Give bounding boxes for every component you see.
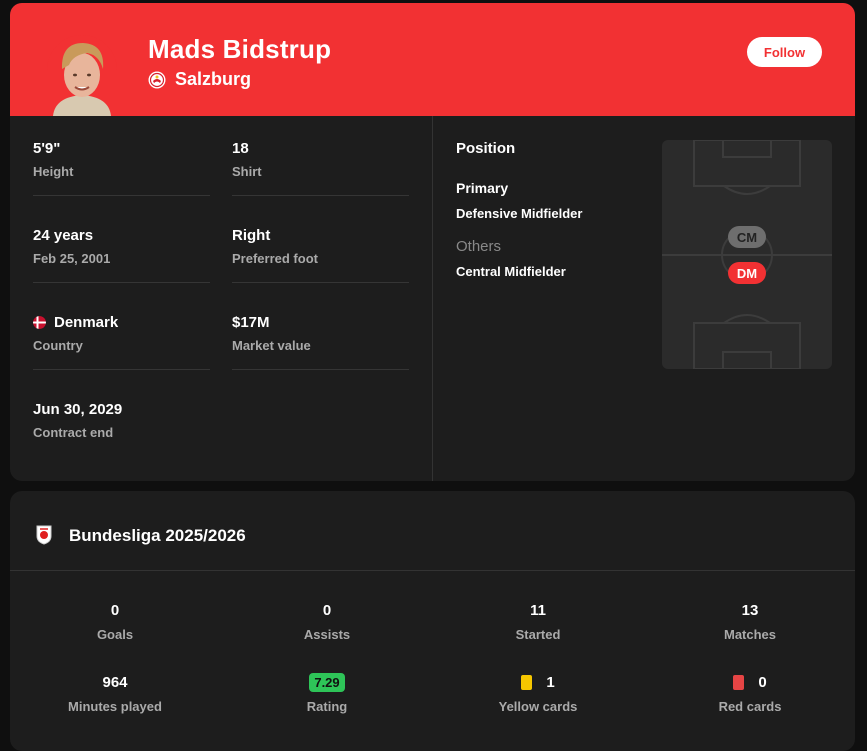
red-value: 0 xyxy=(758,673,767,691)
others-label: Others xyxy=(456,238,502,255)
age-value: 24 years xyxy=(33,227,94,244)
yellow-value: 1 xyxy=(546,673,555,691)
assists-value: 0 xyxy=(322,601,332,619)
position-chip-dm: DM xyxy=(728,262,766,284)
shirt-value: 18 xyxy=(232,140,249,157)
info-market-value: $17M Market value xyxy=(232,314,311,353)
started-label: Started xyxy=(515,627,561,642)
denmark-flag-icon xyxy=(33,316,46,329)
stat-minutes: 964 Minutes played xyxy=(25,672,205,715)
follow-button[interactable]: Follow xyxy=(747,37,822,67)
vertical-divider xyxy=(432,116,433,481)
foot-value: Right xyxy=(232,227,271,244)
league-name[interactable]: Bundesliga 2025/2026 xyxy=(69,526,246,545)
height-value: 5'9" xyxy=(33,140,61,157)
red-value-wrap: 0 xyxy=(660,672,840,692)
player-photo xyxy=(47,35,117,116)
rating-badge: 7.29 xyxy=(309,672,345,692)
goals-label: Goals xyxy=(96,627,134,642)
yellow-value-wrap: 1 xyxy=(448,672,628,692)
stat-assists: 0 Assists xyxy=(237,600,417,643)
divider xyxy=(232,369,409,370)
stat-started: 11 Started xyxy=(448,600,628,643)
started-value: 11 xyxy=(530,601,546,619)
club-link[interactable]: Salzburg xyxy=(148,69,251,90)
assists-label: Assists xyxy=(303,627,351,642)
league-stats-card: Bundesliga 2025/2026 0 Goals 0 Assists 1… xyxy=(10,491,855,751)
info-height: 5'9" Height xyxy=(33,140,73,179)
divider xyxy=(232,195,409,196)
other-position: Central Midfielder xyxy=(456,264,566,279)
yellow-label: Yellow cards xyxy=(498,699,578,714)
primary-label: Primary xyxy=(456,180,509,196)
market-value: $17M xyxy=(232,314,270,331)
divider xyxy=(10,570,855,571)
player-card: Mads Bidstrup Salzburg Follow 5'9" Heigh… xyxy=(10,3,855,481)
country-name: Denmark xyxy=(54,314,119,331)
stat-matches: 13 Matches xyxy=(660,600,840,643)
info-age: 24 years Feb 25, 2001 xyxy=(33,227,110,266)
divider xyxy=(33,369,210,370)
primary-position: Defensive Midfielder xyxy=(456,206,583,221)
player-header: Mads Bidstrup Salzburg Follow xyxy=(10,3,855,116)
club-name: Salzburg xyxy=(175,69,252,89)
matches-value: 13 xyxy=(741,601,759,619)
matches-label: Matches xyxy=(723,627,777,642)
salzburg-logo-icon xyxy=(148,71,166,88)
bundesliga-logo-icon xyxy=(36,525,52,545)
height-label: Height xyxy=(33,164,74,179)
position-chip-cm: CM xyxy=(728,226,766,248)
divider xyxy=(232,282,409,283)
rating-value-wrap: 7.29 xyxy=(237,672,417,692)
rating-label: Rating xyxy=(306,699,348,714)
position-title: Position xyxy=(456,140,516,157)
player-name: Mads Bidstrup xyxy=(148,34,332,64)
contract-label: Contract end xyxy=(33,425,114,440)
red-label: Red cards xyxy=(718,699,782,714)
divider xyxy=(33,282,210,283)
stat-yellow-cards: 1 Yellow cards xyxy=(448,672,628,715)
info-contract: Jun 30, 2029 Contract end xyxy=(33,401,122,440)
country-value: Denmark xyxy=(33,314,118,331)
info-foot: Right Preferred foot xyxy=(232,227,318,266)
stat-red-cards: 0 Red cards xyxy=(660,672,840,715)
country-label: Country xyxy=(33,338,83,353)
stat-rating: 7.29 Rating xyxy=(237,672,417,714)
yellow-card-icon xyxy=(521,674,533,690)
shirt-label: Shirt xyxy=(232,164,262,179)
red-card-icon xyxy=(733,674,745,690)
info-shirt: 18 Shirt xyxy=(232,140,262,179)
position-pitch: CM DM xyxy=(662,139,832,370)
info-country[interactable]: Denmark Country xyxy=(33,314,118,353)
stat-goals: 0 Goals xyxy=(25,600,205,643)
market-value-label: Market value xyxy=(232,338,311,353)
birthdate-label: Feb 25, 2001 xyxy=(33,251,111,266)
foot-label: Preferred foot xyxy=(232,251,318,266)
divider xyxy=(33,195,210,196)
minutes-value: 964 xyxy=(102,673,128,691)
goals-value: 0 xyxy=(110,601,120,619)
contract-value: Jun 30, 2029 xyxy=(33,401,123,418)
minutes-label: Minutes played xyxy=(68,699,162,714)
